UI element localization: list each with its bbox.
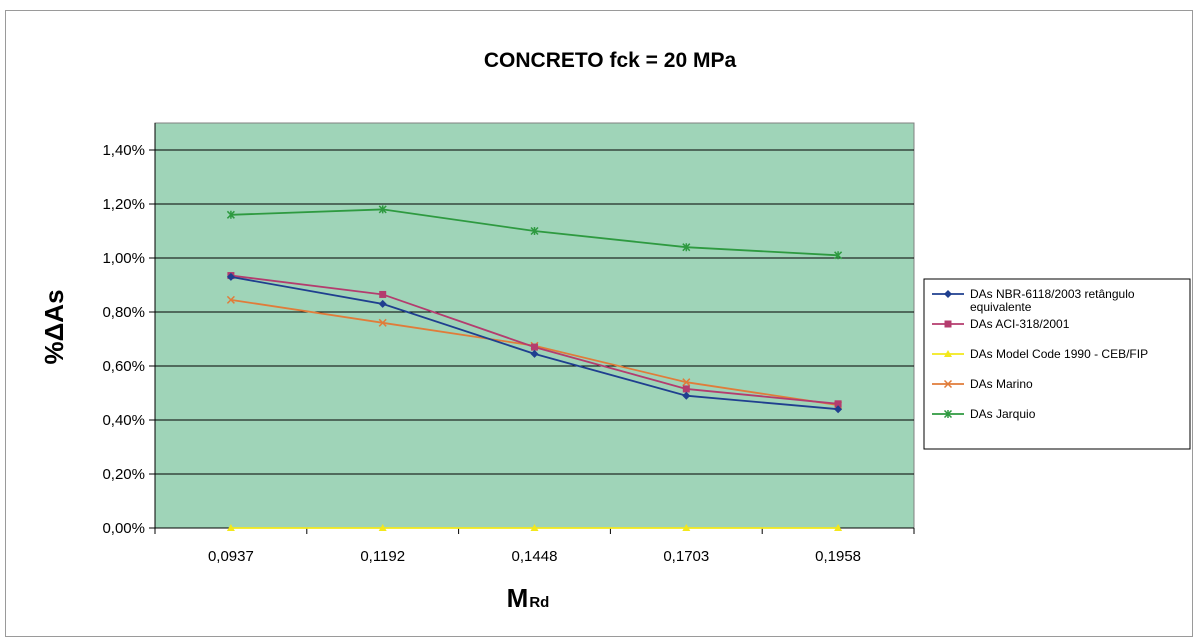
data-point [834, 251, 843, 260]
data-point [530, 226, 539, 236]
chart-title: CONCRETO fck = 20 MPa [484, 49, 737, 72]
y-tick-label: 0,40% [102, 412, 145, 429]
data-point [378, 524, 387, 531]
legend-label: DAs Jarquio [970, 407, 1036, 421]
data-point [531, 343, 538, 351]
data-point [834, 524, 843, 531]
data-point [226, 524, 235, 531]
legend-label: DAs NBR-6118/2003 retângulo equivalente [970, 287, 1135, 314]
legend-swatch-marker [943, 409, 953, 419]
data-point [682, 385, 690, 393]
legend-label: DAs Marino [970, 377, 1033, 391]
x-axis-label-sub: Rd [529, 594, 549, 611]
data-point [834, 400, 842, 408]
data-point [226, 210, 235, 219]
legend-label: DAs ACI-318/2001 [970, 317, 1070, 331]
x-tick-label: 0,0937 [208, 548, 254, 565]
legend-swatch-marker [944, 290, 952, 298]
legend-box [923, 278, 1191, 450]
data-point [378, 205, 387, 214]
y-tick-label: 0,00% [102, 520, 145, 537]
plot-area [154, 122, 915, 529]
data-point [226, 295, 235, 304]
data-point [378, 318, 387, 327]
y-tick-label: 1,00% [102, 250, 145, 267]
legend-item: DAs ACI-318/2001 [932, 317, 1070, 331]
y-tick-label: 0,20% [102, 466, 145, 483]
series-3 [226, 524, 843, 531]
data-point [834, 405, 843, 414]
series-1 [226, 272, 843, 414]
legend: DAs NBR-6118/2003 retângulo equivalente DA… [923, 278, 1191, 450]
x-tick-label: 0,1192 [360, 548, 405, 565]
series-group [226, 205, 843, 531]
series-5 [226, 205, 843, 260]
y-tick-label: 0,60% [102, 358, 145, 375]
legend-item: DAs Model Code 1990 - CEB/FIP [932, 347, 1148, 361]
data-point [530, 349, 539, 358]
legend-item: DAs Marino [932, 377, 1033, 391]
legend-item: DAs NBR-6118/2003 retângulo equivalente [932, 287, 1135, 314]
x-tick-label: 0,1958 [815, 548, 861, 565]
data-point [682, 524, 691, 531]
x-axis-label: MRd [507, 583, 550, 613]
y-axis-ticks: 0,00% 0,20% 0,40% 0,60% 0,80% 1,00% 1,20% 1,40% [102, 142, 155, 537]
y-axis-label: %ΔAs [39, 289, 69, 364]
x-tick-label: 0,1448 [512, 548, 558, 565]
data-point [378, 299, 387, 308]
chart-frame: CONCRETO fck = 20 MPa 0,00% 0,20% 0,40% 0,6… [5, 10, 1193, 637]
legend-swatch-marker [943, 379, 953, 389]
y-tick-label: 1,20% [102, 196, 145, 213]
gridlines [154, 123, 914, 529]
data-point [682, 391, 691, 400]
legend-swatch-marker [944, 350, 952, 357]
legend-label: DAs Model Code 1990 - CEB/FIP [970, 347, 1148, 361]
x-axis-label-main: M [507, 583, 529, 613]
x-axis-ticks: 0,0937 0,1192 0,1448 0,1703 0,1958 [154, 528, 915, 565]
data-point [226, 272, 235, 281]
x-tick-label: 0,1703 [663, 548, 709, 565]
legend-swatch-marker [944, 320, 952, 328]
data-point [682, 378, 691, 387]
chart-svg: CONCRETO fck = 20 MPa 0,00% 0,20% 0,40% 0,6… [39, 49, 1191, 613]
y-tick-label: 1,40% [102, 142, 145, 159]
data-point [379, 290, 387, 298]
data-point [530, 524, 539, 531]
legend-item: DAs Jarquio [932, 407, 1036, 421]
data-point [682, 243, 691, 252]
y-tick-label: 0,80% [102, 304, 145, 321]
